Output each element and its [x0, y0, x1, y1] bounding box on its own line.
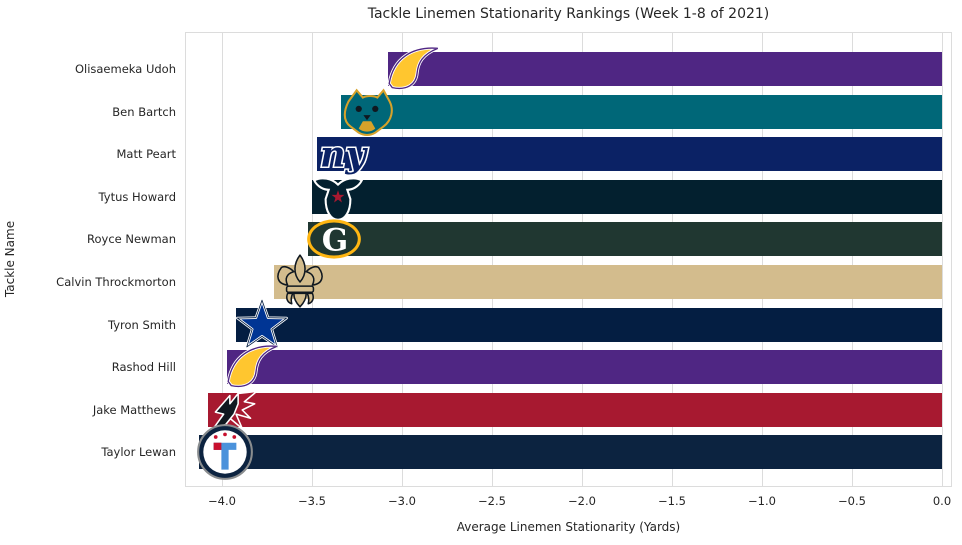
x-tick-label: −1.0 [748, 494, 776, 508]
bar-giants [317, 137, 942, 172]
y-tick-label: Olisaemeka Udoh [74, 62, 176, 76]
x-gridline [582, 33, 583, 486]
bar-vikings [227, 350, 942, 385]
x-gridline [762, 33, 763, 486]
x-gridline [942, 33, 943, 486]
y-tick-label: Tyron Smith [108, 317, 176, 332]
x-tick-label: −1.5 [658, 494, 686, 508]
bar-falcons [207, 392, 942, 427]
bar-jaguars [340, 94, 942, 129]
x-gridline [402, 33, 403, 486]
falcons-logo-icon [203, 379, 265, 441]
saints-logo-icon [269, 251, 331, 313]
x-tick-label: −2.5 [478, 494, 506, 508]
y-axis-title: Tackle Name [3, 220, 17, 298]
x-tick-label: −0.5 [838, 494, 866, 508]
bar-packers [308, 222, 942, 257]
x-tick-label: −4.0 [208, 494, 236, 508]
x-tick-label: −3.5 [298, 494, 326, 508]
vikings-logo-icon [222, 336, 284, 398]
bar-vikings [387, 52, 942, 86]
giants-logo-icon: ny [312, 123, 374, 185]
cowboys-logo-icon [231, 294, 293, 356]
x-tick-label: −2.0 [568, 494, 596, 508]
x-tick-label: 0.0 [932, 494, 952, 508]
x-gridline [672, 33, 673, 486]
jaguars-logo-icon [336, 81, 398, 143]
y-tick-label: Taylor Lewan [101, 445, 176, 460]
svg-text:ny: ny [320, 135, 369, 176]
x-gridline [492, 33, 493, 486]
bar-cowboys [236, 307, 942, 342]
y-tick-label: Rashod Hill [111, 360, 176, 375]
svg-text:G: G [322, 223, 348, 259]
vikings-logo-icon [383, 38, 445, 100]
packers-logo-icon: G [303, 208, 365, 270]
y-tick-label: Ben Bartch [112, 104, 176, 119]
x-gridline [852, 33, 853, 486]
y-tick-label: Matt Peart [116, 147, 176, 162]
bar-saints [274, 265, 942, 299]
titans-logo-icon [194, 421, 256, 483]
y-tick-label: Calvin Throckmorton [56, 275, 176, 289]
plot-area [185, 32, 952, 487]
texans-logo-icon [307, 166, 369, 228]
y-tick-label: Tytus Howard [98, 189, 176, 204]
x-gridline [222, 33, 223, 486]
bar-titans [198, 435, 942, 470]
x-tick-label: −3.0 [388, 494, 416, 508]
bar-texans [312, 179, 942, 214]
x-axis-title: Average Linemen Stationarity (Yards) [456, 520, 681, 534]
y-tick-label: Royce Newman [87, 232, 176, 247]
x-gridline [312, 33, 313, 486]
chart-title: Tackle Linemen Stationarity Rankings (We… [367, 6, 770, 22]
y-tick-label: Jake Matthews [92, 402, 176, 417]
